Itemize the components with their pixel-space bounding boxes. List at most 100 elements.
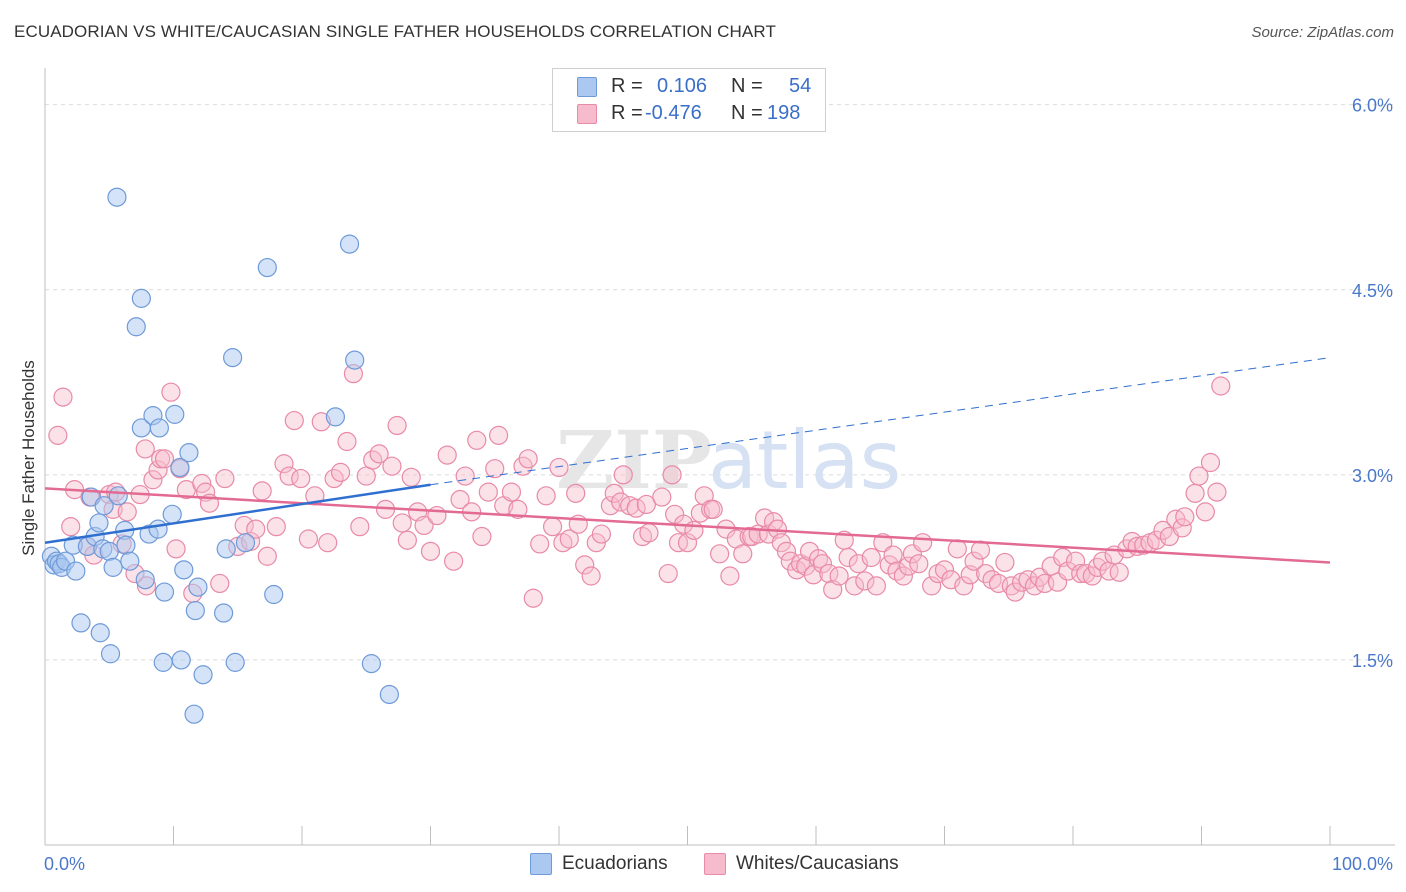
data-point-white bbox=[964, 551, 984, 571]
n-label: N = bbox=[731, 102, 763, 124]
data-point-white bbox=[48, 425, 68, 445]
data-point-white bbox=[934, 560, 955, 580]
data-point-ecuadorian bbox=[361, 654, 381, 674]
data-point-white bbox=[954, 576, 974, 596]
r-label: R = bbox=[611, 102, 643, 124]
data-point-ecuadorian bbox=[162, 504, 182, 524]
data-point-white bbox=[274, 454, 294, 474]
legend-label: Ecuadorians bbox=[562, 853, 668, 874]
data-point-white bbox=[1071, 563, 1091, 584]
data-point-ecuadorian bbox=[108, 486, 128, 506]
y-tick-labels: 1.5% 3.0% 4.5% 6.0% bbox=[1352, 96, 1393, 671]
data-point-white bbox=[542, 517, 563, 537]
trend-line-ecuadorians-extension bbox=[430, 357, 1331, 486]
y-tick-label: 3.0% bbox=[1352, 466, 1393, 486]
data-point-white bbox=[733, 544, 753, 564]
data-point-white bbox=[387, 415, 407, 436]
data-point-white bbox=[844, 576, 865, 596]
data-point-ecuadorian bbox=[71, 613, 91, 633]
n-value: 54 bbox=[789, 75, 812, 97]
data-point-white bbox=[478, 482, 498, 502]
data-point-white bbox=[1195, 502, 1215, 522]
data-point-white bbox=[279, 466, 299, 486]
data-point-white bbox=[392, 513, 412, 533]
data-point-ecuadorian bbox=[94, 496, 114, 516]
data-point-ecuadorian bbox=[153, 652, 173, 672]
data-point-white bbox=[1087, 557, 1108, 577]
y-tick-label: 6.0% bbox=[1352, 96, 1393, 116]
data-point-white bbox=[913, 533, 933, 553]
data-point-white bbox=[489, 425, 509, 445]
data-point-white bbox=[829, 566, 849, 586]
x-tick-label: 100.0% bbox=[1332, 854, 1393, 874]
data-point-ecuadorian bbox=[107, 187, 127, 207]
data-point-ecuadorian bbox=[131, 288, 151, 308]
data-point-white bbox=[397, 530, 417, 550]
data-point-white bbox=[1189, 466, 1209, 486]
data-point-white bbox=[1175, 507, 1195, 527]
legend-item-ecuadorians[interactable]: Ecuadorians bbox=[530, 852, 690, 876]
data-point-white bbox=[161, 382, 181, 402]
data-point-ecuadorian bbox=[99, 541, 119, 561]
data-point-white bbox=[1211, 376, 1231, 396]
blue-swatch bbox=[577, 77, 597, 97]
data-point-white bbox=[356, 466, 376, 486]
r-value: -0.476 bbox=[645, 102, 702, 124]
x-tick-label: 0.0% bbox=[44, 854, 85, 874]
data-point-white bbox=[866, 576, 886, 596]
data-point-ecuadorian bbox=[116, 535, 136, 555]
data-point-white bbox=[591, 524, 612, 544]
legend-item-whites[interactable]: Whites/Caucasians bbox=[704, 852, 924, 876]
series-ecuadorians-points bbox=[41, 187, 399, 724]
data-point-white bbox=[382, 456, 402, 476]
data-point-white bbox=[61, 517, 81, 537]
data-point-ecuadorian bbox=[188, 577, 208, 597]
data-point-ecuadorian bbox=[103, 557, 123, 577]
data-point-white bbox=[485, 459, 505, 479]
data-point-white bbox=[995, 552, 1015, 573]
data-point-white bbox=[215, 468, 235, 489]
data-point-ecuadorian bbox=[126, 317, 146, 337]
data-point-ecuadorian bbox=[339, 234, 360, 254]
data-point-white bbox=[549, 457, 569, 478]
data-point-white bbox=[1109, 562, 1129, 582]
grid-lines bbox=[45, 104, 1395, 661]
data-point-white bbox=[166, 539, 186, 559]
data-point-white bbox=[1092, 551, 1113, 571]
data-point-white bbox=[530, 534, 550, 554]
data-point-white bbox=[710, 544, 730, 564]
data-point-ecuadorian bbox=[325, 407, 346, 427]
data-point-ecuadorian bbox=[165, 404, 185, 424]
data-point-white bbox=[893, 566, 913, 586]
data-point-white bbox=[252, 481, 272, 501]
data-point-white bbox=[1207, 482, 1227, 502]
data-point-white bbox=[581, 566, 601, 586]
data-point-ecuadorian bbox=[216, 539, 236, 559]
data-point-white bbox=[369, 444, 389, 464]
data-point-white bbox=[154, 449, 175, 469]
r-value: 0.106 bbox=[657, 75, 708, 97]
y-tick-label: 1.5% bbox=[1352, 651, 1393, 671]
chart-title: ECUADORIAN VS WHITE/CAUCASIAN SINGLE FAT… bbox=[14, 22, 776, 41]
trend-line-ecuadorians bbox=[44, 483, 431, 544]
data-point-white bbox=[887, 561, 907, 581]
data-point-white bbox=[330, 462, 351, 482]
data-point-white bbox=[117, 502, 137, 522]
trend-line-whites bbox=[44, 487, 1331, 564]
data-point-white bbox=[401, 467, 421, 487]
data-point-white bbox=[501, 482, 522, 502]
data-point-ecuadorian bbox=[185, 600, 205, 621]
data-point-white bbox=[575, 555, 595, 575]
data-point-white bbox=[427, 505, 447, 526]
data-point-ecuadorian bbox=[154, 582, 175, 602]
data-point-white bbox=[636, 494, 656, 515]
data-point-white bbox=[855, 571, 875, 591]
data-point-white bbox=[523, 588, 543, 608]
x-tick-labels: 0.0% 100.0% bbox=[44, 854, 1393, 874]
data-point-white bbox=[812, 554, 833, 574]
data-point-white bbox=[662, 465, 682, 485]
data-point-ecuadorian bbox=[120, 551, 140, 571]
data-point-white bbox=[677, 533, 698, 553]
data-point-ecuadorian bbox=[214, 603, 234, 623]
